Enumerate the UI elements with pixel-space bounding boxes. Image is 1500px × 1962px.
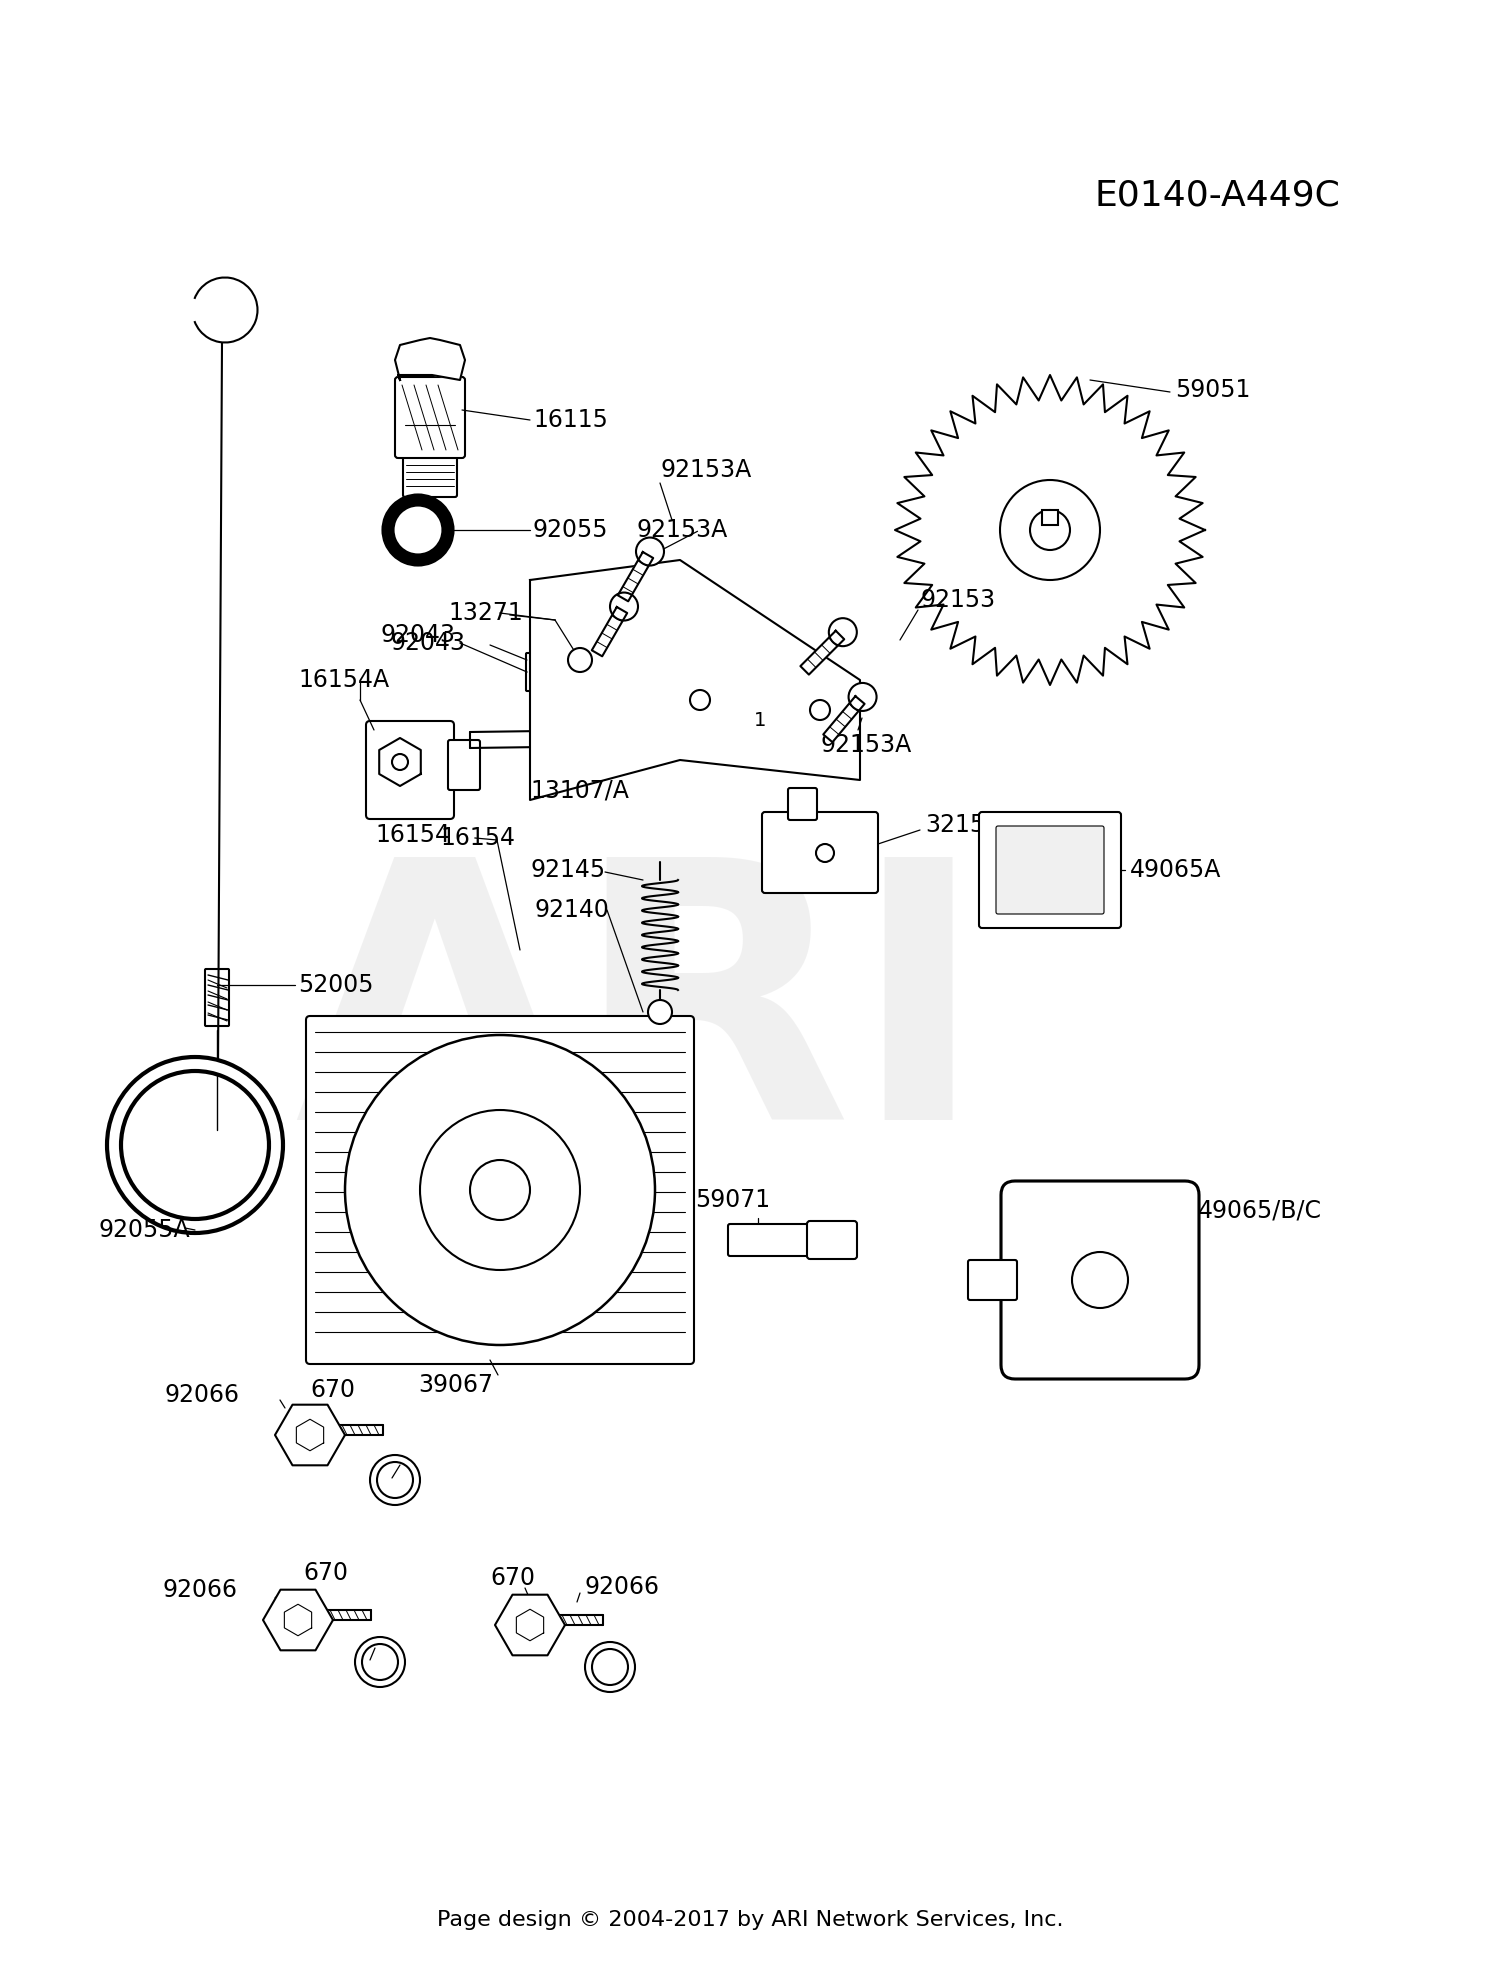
Text: 16154: 16154 [375, 822, 450, 848]
Circle shape [345, 1036, 656, 1346]
Polygon shape [592, 606, 627, 657]
Text: ARI: ARI [294, 846, 986, 1195]
Text: 92043: 92043 [390, 632, 465, 655]
Text: 1: 1 [754, 710, 766, 730]
FancyBboxPatch shape [306, 1016, 694, 1364]
Text: 59071: 59071 [694, 1189, 770, 1213]
Circle shape [1030, 510, 1069, 549]
Text: 670: 670 [310, 1377, 356, 1403]
Text: 92153A: 92153A [660, 457, 752, 483]
Polygon shape [274, 1405, 345, 1466]
Text: 670: 670 [303, 1562, 348, 1585]
Text: 39067: 39067 [419, 1373, 494, 1397]
Text: 59051: 59051 [1174, 379, 1251, 402]
Circle shape [1072, 1252, 1128, 1309]
Text: 92145: 92145 [530, 857, 605, 883]
FancyBboxPatch shape [762, 812, 878, 893]
FancyBboxPatch shape [404, 453, 457, 496]
Text: 32153: 32153 [926, 812, 1001, 838]
Text: 92153A: 92153A [821, 734, 910, 757]
Text: 49065A: 49065A [1130, 857, 1221, 883]
Polygon shape [394, 337, 465, 381]
FancyBboxPatch shape [366, 720, 454, 818]
Text: 92055A: 92055A [98, 1218, 189, 1242]
Text: 92140: 92140 [536, 899, 610, 922]
FancyBboxPatch shape [996, 826, 1104, 914]
Circle shape [636, 538, 664, 565]
Text: 92153: 92153 [920, 589, 995, 612]
FancyBboxPatch shape [448, 740, 480, 791]
FancyBboxPatch shape [394, 377, 465, 457]
Circle shape [392, 753, 408, 769]
FancyBboxPatch shape [807, 1220, 856, 1260]
Polygon shape [618, 551, 652, 600]
Text: 52005: 52005 [298, 973, 374, 997]
Polygon shape [530, 559, 860, 800]
Circle shape [810, 700, 830, 720]
Text: 92043: 92043 [380, 624, 454, 647]
Circle shape [648, 1001, 672, 1024]
Polygon shape [297, 1419, 324, 1450]
Polygon shape [824, 697, 864, 742]
Text: Page design © 2004-2017 by ARI Network Services, Inc.: Page design © 2004-2017 by ARI Network S… [436, 1909, 1064, 1931]
Polygon shape [262, 1589, 333, 1650]
Text: E0140-A449C: E0140-A449C [1095, 179, 1341, 212]
Circle shape [830, 618, 856, 645]
Text: 16154: 16154 [440, 826, 515, 850]
Text: 92055: 92055 [532, 518, 609, 542]
FancyBboxPatch shape [1000, 1181, 1198, 1379]
Polygon shape [516, 1609, 543, 1640]
Polygon shape [380, 738, 422, 787]
FancyBboxPatch shape [206, 969, 230, 1026]
FancyBboxPatch shape [728, 1224, 812, 1256]
FancyBboxPatch shape [788, 789, 818, 820]
Circle shape [610, 593, 638, 620]
Text: 16115: 16115 [532, 408, 608, 432]
Circle shape [470, 1160, 530, 1220]
Text: 13107/A: 13107/A [530, 779, 628, 802]
Circle shape [849, 683, 876, 710]
Polygon shape [285, 1605, 312, 1636]
Text: 92153A: 92153A [636, 518, 728, 542]
Text: 670: 670 [490, 1566, 536, 1589]
FancyBboxPatch shape [980, 812, 1120, 928]
Text: 16154A: 16154A [298, 667, 388, 693]
Circle shape [690, 691, 709, 710]
Circle shape [568, 647, 592, 673]
Bar [1042, 510, 1058, 526]
Circle shape [816, 844, 834, 861]
Text: 92066: 92066 [165, 1383, 240, 1407]
Circle shape [420, 1110, 580, 1269]
FancyBboxPatch shape [526, 653, 542, 691]
Text: 49065/B/C: 49065/B/C [1198, 1199, 1322, 1222]
Text: 92066: 92066 [585, 1575, 660, 1599]
Circle shape [1000, 481, 1100, 581]
Text: 13271: 13271 [448, 600, 522, 626]
Polygon shape [801, 630, 844, 675]
Text: 92066: 92066 [162, 1577, 237, 1603]
Polygon shape [495, 1595, 566, 1656]
Polygon shape [896, 375, 1204, 685]
FancyBboxPatch shape [968, 1260, 1017, 1301]
